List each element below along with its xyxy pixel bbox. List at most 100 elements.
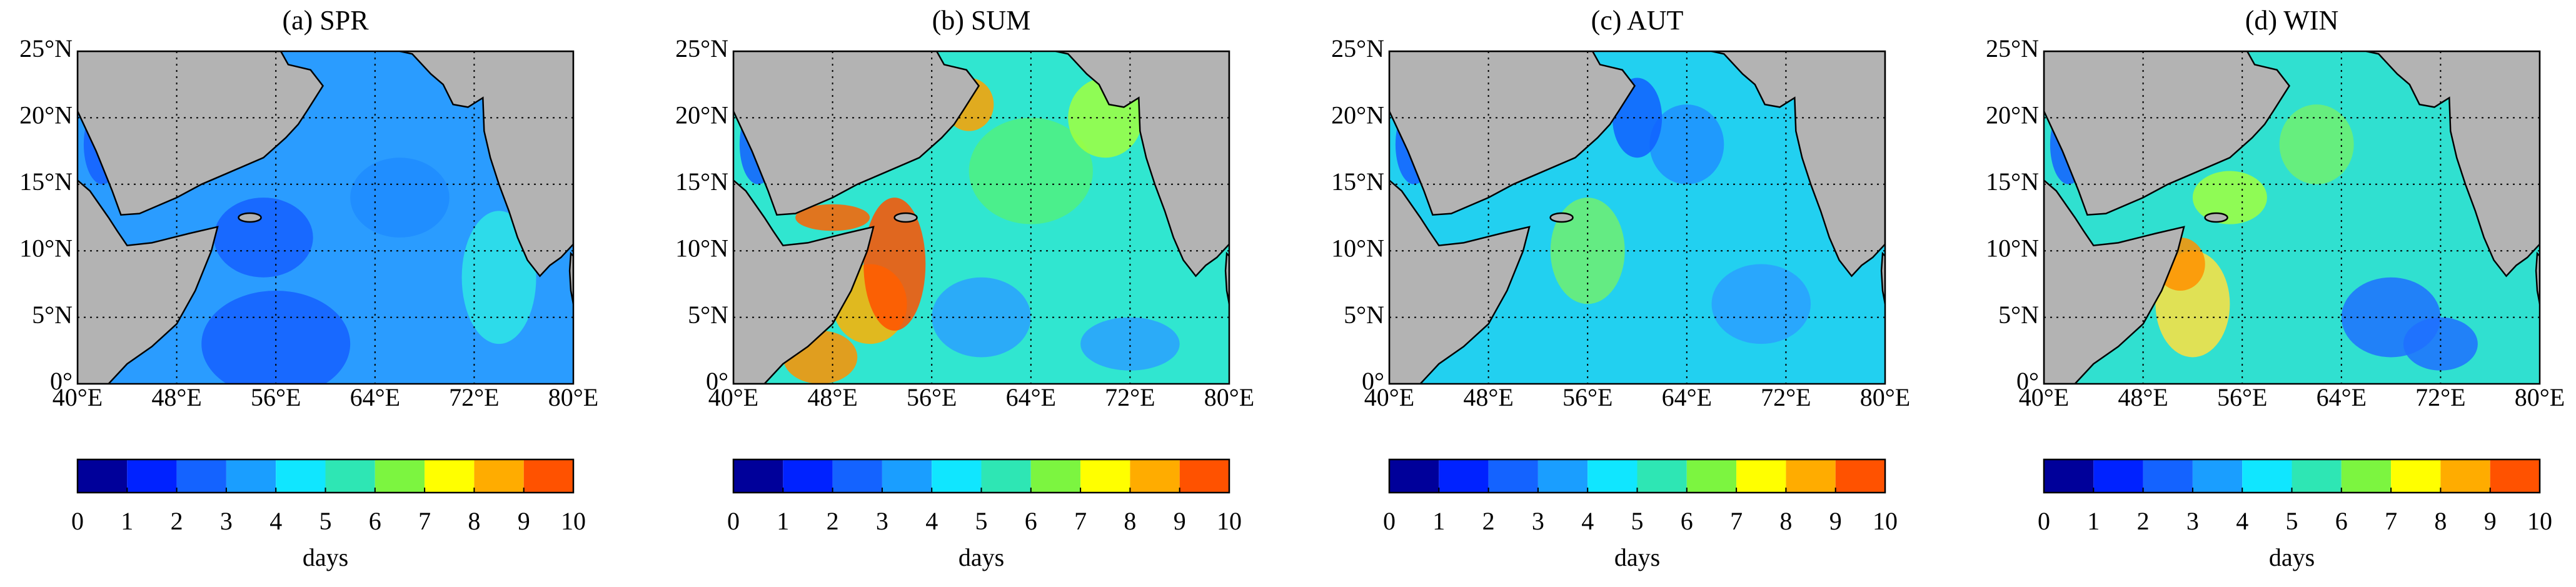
y-tick-label: 20°N: [19, 101, 73, 129]
colorbar-segment: [2341, 459, 2392, 493]
panel-title: (a) SPR: [282, 5, 369, 36]
colorbar-tick-label: 1: [121, 507, 133, 535]
y-tick-label: 15°N: [1331, 168, 1384, 196]
field-patch: [1080, 317, 1180, 371]
colorbar-segment: [2143, 459, 2193, 493]
map-panel: (b) SUM 40°E 48°E 56°E 64°E 72°E 80°E 0° 5°N 10°N…: [675, 5, 1254, 571]
x-tick-label: 80°E: [2515, 383, 2565, 411]
colorbar-segment: [1686, 459, 1737, 493]
panel-title: (d) WIN: [2245, 5, 2338, 36]
colorbar-segment: [2391, 459, 2441, 493]
colorbar-segment: [1130, 459, 1180, 493]
colorbar-tick-label: 10: [1873, 507, 1898, 535]
colorbar-tick-label: 0: [71, 507, 84, 535]
land: [2366, 51, 2540, 278]
colorbar-segment: [1080, 459, 1130, 493]
colorbar-segment: [325, 459, 375, 493]
y-tick-label: 5°N: [1998, 301, 2039, 329]
field-patch: [350, 158, 450, 238]
x-tick-label: 40°E: [53, 383, 103, 411]
x-tick-label: 56°E: [251, 383, 301, 411]
map-frame: [2043, 50, 2541, 385]
land: [78, 179, 219, 384]
colorbar-segment: [226, 459, 276, 493]
x-tick-label: 56°E: [1562, 383, 1613, 411]
field-patch: [1711, 264, 1811, 344]
y-tick-label: 0°: [706, 367, 728, 395]
colorbar-segment: [2044, 459, 2094, 493]
colorbar-tick-label: 1: [777, 507, 789, 535]
colorbar-segment: [78, 459, 128, 493]
colorbar-label: days: [1614, 543, 1660, 571]
y-tick-label: 10°N: [1986, 234, 2039, 262]
colorbar-label: days: [2269, 543, 2315, 571]
y-tick-label: 5°N: [1344, 301, 1384, 329]
colorbar-segment: [1786, 459, 1836, 493]
colorbar-segment: [2192, 459, 2243, 493]
y-tick-label: 20°N: [1986, 101, 2039, 129]
x-tick-label: 64°E: [2317, 383, 2367, 411]
colorbar-tick-label: 2: [1482, 507, 1495, 535]
colorbar-segment: [2490, 459, 2540, 493]
colorbar-segment: [783, 459, 833, 493]
y-tick-label: 10°N: [1331, 234, 1384, 262]
field-patch: [201, 291, 351, 384]
x-tick-label: 48°E: [2118, 383, 2168, 411]
colorbar-segment: [1736, 459, 1786, 493]
colorbar-label: days: [303, 543, 348, 571]
colorbar-tick-label: 2: [827, 507, 839, 535]
x-tick-label: 56°E: [907, 383, 957, 411]
island: [238, 212, 262, 223]
colorbar-segment: [932, 459, 982, 493]
colorbar-tick-label: 3: [876, 507, 888, 535]
colorbar-tick-label: 10: [1217, 507, 1242, 535]
map-frame: [732, 50, 1230, 385]
y-tick-label: 0°: [1362, 367, 1384, 395]
y-tick-label: 5°N: [688, 301, 728, 329]
y-tick-label: 10°N: [19, 234, 73, 262]
land: [2044, 179, 2185, 384]
colorbar-tick-label: 1: [1432, 507, 1445, 535]
y-tick-label: 10°N: [675, 234, 728, 262]
field-patch: [2403, 317, 2478, 371]
colorbar-tick-label: 6: [1025, 507, 1037, 535]
colorbar-segment: [276, 459, 326, 493]
colorbar-segment: [1537, 459, 1588, 493]
colorbar-tick-label: 7: [2385, 507, 2397, 535]
x-tick-label: 48°E: [807, 383, 857, 411]
map-frame: [76, 50, 575, 385]
colorbar-tick-label: 2: [2137, 507, 2150, 535]
colorbar-segment: [2292, 459, 2342, 493]
x-tick-label: 48°E: [151, 383, 201, 411]
colorbar-tick-label: 9: [1829, 507, 1842, 535]
land: [400, 51, 573, 278]
x-tick-label: 56°E: [2217, 383, 2267, 411]
x-tick-label: 64°E: [1006, 383, 1056, 411]
colorbar-tick-label: 4: [1581, 507, 1594, 535]
x-tick-label: 40°E: [2019, 383, 2069, 411]
map-panel: (d) WIN 40°E 48°E 56°E 64°E 72°E 80°E 0° 5°N 10°N…: [1986, 5, 2565, 571]
colorbar-tick-label: 7: [418, 507, 431, 535]
panel-title: (c) AUT: [1591, 5, 1684, 36]
colorbar-tick-label: 9: [2484, 507, 2497, 535]
colorbar-segment: [832, 459, 882, 493]
field-patch: [863, 198, 926, 331]
land: [1711, 51, 1885, 278]
colorbar-tick-label: 9: [518, 507, 530, 535]
colorbar-tick-label: 9: [1174, 507, 1186, 535]
colorbar-tick-label: 6: [2335, 507, 2348, 535]
colorbar-tick-label: 5: [319, 507, 332, 535]
land: [733, 179, 875, 384]
map-area: [78, 51, 573, 384]
colorbar-tick-label: 5: [975, 507, 988, 535]
colorbar-segment: [176, 459, 226, 493]
y-tick-label: 0°: [2016, 367, 2039, 395]
colorbar-tick-label: 8: [2434, 507, 2447, 535]
colorbar-label: days: [958, 543, 1004, 571]
field-patch: [932, 277, 1031, 358]
x-tick-label: 80°E: [1860, 383, 1910, 411]
colorbar-tick-label: 0: [727, 507, 740, 535]
y-tick-label: 25°N: [19, 34, 73, 63]
field-patch: [2192, 171, 2267, 224]
